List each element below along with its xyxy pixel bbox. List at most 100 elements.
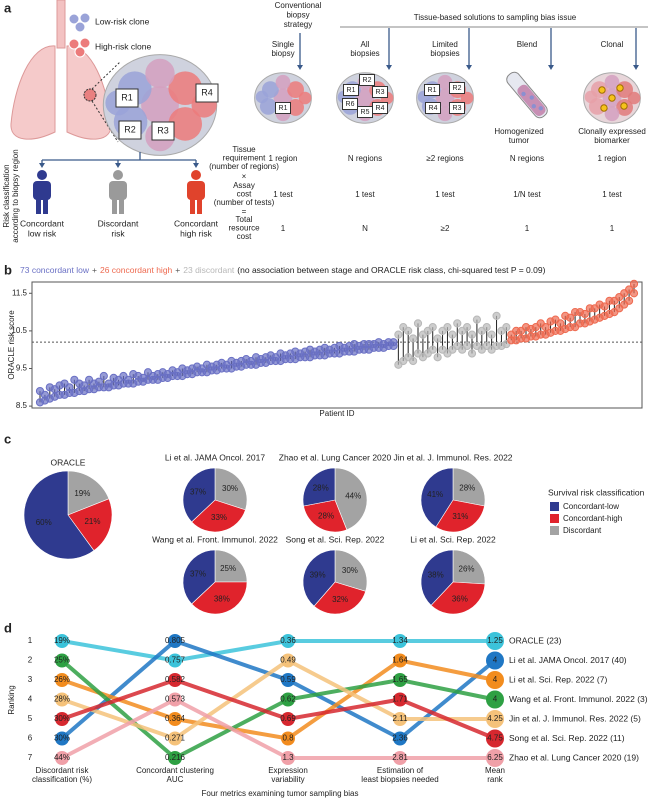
clone-cell	[604, 106, 620, 122]
operator: =	[242, 207, 247, 216]
clone-cell	[604, 74, 620, 90]
group-label: Tissue-based solutions to sampling bias …	[414, 13, 577, 22]
table-cell: N	[362, 224, 368, 233]
column-label: classification (%)	[32, 775, 92, 784]
pie-slice	[191, 499, 246, 533]
rank-dot	[168, 673, 182, 687]
y-tick-label: 3	[28, 675, 33, 684]
pie-slice	[302, 467, 336, 507]
legend-clone	[68, 38, 80, 50]
pie-label: 28%	[313, 483, 329, 492]
region-box	[115, 88, 139, 108]
legend-label: Li et al. Sci. Rep. 2022 (7)	[509, 674, 607, 684]
group-label: strategy	[284, 20, 312, 29]
column-label: Concordant clustering	[136, 766, 214, 775]
clone-cell	[460, 91, 474, 105]
sample-dot	[624, 296, 634, 305]
region-box	[425, 102, 441, 114]
region-label: R4	[429, 105, 438, 112]
clone-cell	[255, 90, 269, 104]
pie-title: Jin et al. J. Immunol. Res. 2022	[393, 452, 512, 462]
row-label: (number of regions)	[209, 162, 279, 171]
zoom-line	[91, 100, 119, 143]
table-cell: 1	[610, 224, 615, 233]
rank-value: 4	[493, 656, 498, 665]
rank-value: 1.71	[392, 695, 408, 704]
sample-dot	[566, 313, 575, 322]
group-label: biopsy	[286, 11, 309, 20]
region-label: R1	[121, 92, 133, 102]
clone-cell	[275, 74, 291, 90]
row-label: Total	[236, 215, 253, 224]
panel-label: c	[4, 431, 11, 446]
table-cell: 1/N test	[513, 190, 541, 199]
sample-dot	[462, 323, 472, 332]
strategy-label: biopsies	[430, 49, 459, 58]
rank-dot	[393, 673, 407, 687]
rank-dot	[486, 651, 504, 670]
pie-title: Zhao et al. Lung Cancer 2020	[279, 452, 392, 462]
legend-label: Discordant	[563, 526, 602, 535]
table-cell: 1 test	[602, 190, 622, 199]
rank-dot	[55, 751, 69, 765]
region-box	[342, 98, 358, 110]
pie-slice	[67, 470, 110, 516]
tube	[506, 71, 548, 119]
strategy-caption: tumor	[509, 136, 530, 145]
pie-title: Wang et al. Front. Immunol. 2022	[152, 534, 278, 544]
rank-dot	[55, 692, 69, 707]
y-tick-label: 8.5	[16, 401, 28, 410]
person-head	[113, 170, 123, 180]
sample-dot	[433, 353, 442, 362]
rank-value: 4	[493, 695, 498, 704]
pie-label: 37%	[190, 488, 206, 497]
rank-line	[61, 697, 495, 760]
sample-dot	[433, 334, 442, 343]
pie-label: 44%	[345, 492, 361, 501]
outcome-label: high risk	[180, 228, 212, 238]
panel-label: a	[4, 0, 12, 15]
legend-label: Li et al. JAMA Oncol. 2017 (40)	[509, 655, 627, 665]
y-tick-label: 7	[28, 753, 33, 762]
legend-label: Wang et al. Front. Immunol. 2022 (3)	[509, 694, 648, 704]
sample-dot	[413, 319, 423, 328]
sample-dot	[629, 289, 639, 298]
pie-label: 60%	[36, 518, 52, 527]
sample-dot	[556, 319, 565, 328]
region-label: R2	[124, 124, 136, 134]
tube-content	[517, 84, 546, 116]
pie-label: 37%	[190, 570, 206, 579]
legend-label: Zhao et al. Lung Cancer 2020 (19)	[509, 752, 639, 762]
rank-dot	[486, 729, 504, 748]
region-label: R1	[428, 87, 437, 94]
rank-dot	[393, 712, 407, 726]
chart-title: 73 concordant low +26 concordant high +23 …	[20, 265, 546, 275]
table-cell: ≥2	[441, 224, 450, 233]
legend-clone	[74, 21, 86, 33]
arrow-head	[466, 65, 472, 70]
table-cell: 1	[525, 224, 530, 233]
pie-label: 19%	[74, 489, 90, 498]
row-label: Assay	[233, 181, 255, 190]
rank-dot	[281, 712, 295, 726]
legend-label: Jin et al. J. Immunol. Res. 2022 (5)	[509, 713, 641, 723]
clone-cell	[168, 107, 202, 141]
rank-dot	[486, 671, 504, 689]
pie-label: 25%	[220, 564, 236, 573]
sample-dot	[65, 383, 74, 392]
sample-dot	[394, 330, 403, 339]
pie-slice	[23, 470, 95, 560]
table-cell: ≥2 regions	[426, 154, 463, 163]
person-leg	[119, 198, 124, 214]
rank-dot	[281, 692, 295, 707]
rank-dot	[486, 749, 504, 767]
outcome-label: Concordant	[174, 218, 219, 228]
row-label: cost	[237, 232, 252, 241]
pie-slice	[182, 549, 216, 605]
legend-label: Song et al. Sci. Rep. 2022 (11)	[509, 733, 625, 743]
y-tick-label: 10.5	[11, 326, 27, 335]
rank-value: 0.8	[282, 734, 294, 743]
arrow-head	[39, 163, 45, 168]
sample-dot	[408, 334, 418, 343]
row-label: Tissue	[232, 145, 256, 154]
